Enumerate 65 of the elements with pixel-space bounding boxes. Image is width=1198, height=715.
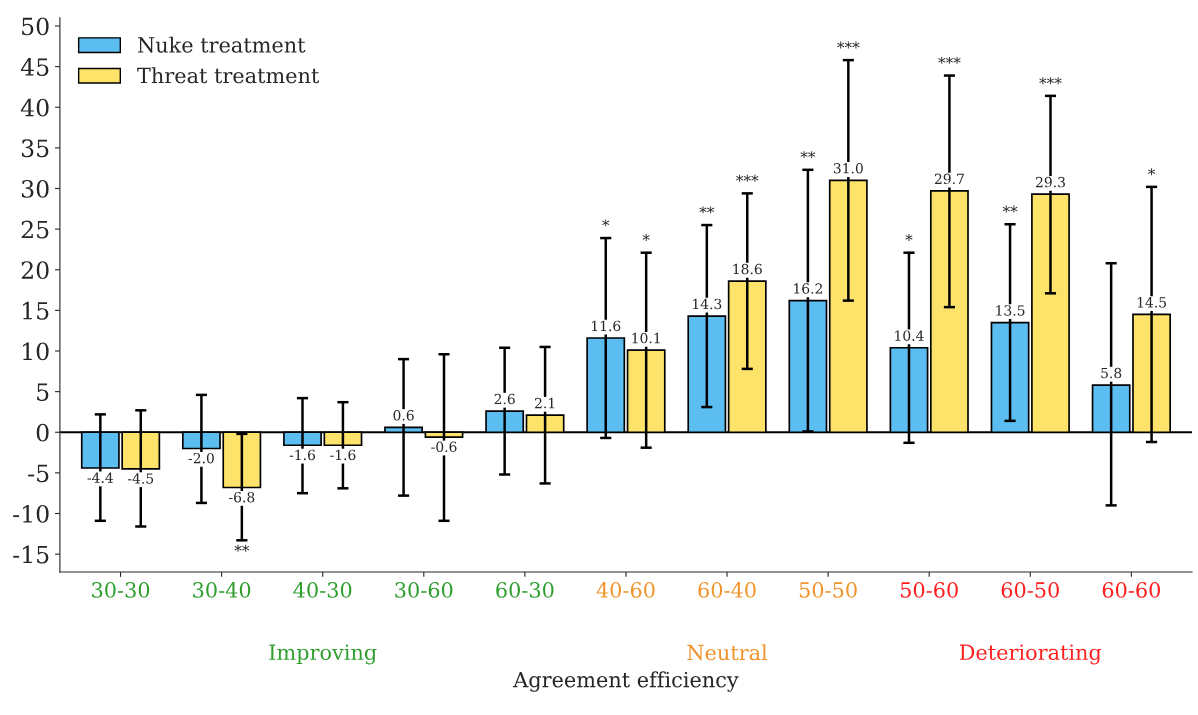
y-tick-label: -5 [28, 464, 49, 483]
legend-label: Nuke treatment [138, 36, 306, 53]
data-label: -1.6 [330, 449, 356, 461]
annotation: ** [234, 544, 250, 552]
y-tick-label: 15 [23, 301, 49, 320]
x-tick-label: 40-60 [596, 582, 655, 598]
data-label: 14.5 [1137, 297, 1166, 308]
x-tick-label: 60-40 [698, 582, 756, 598]
text: Deteriorating [959, 644, 1102, 665]
x-tick-label: 60-60 [1102, 582, 1161, 598]
x-tick-label: 60-50 [1001, 582, 1059, 598]
y-tick-label: 45 [20, 58, 49, 76]
annotation: ** [699, 206, 715, 214]
data-label: -6.8 [229, 491, 255, 503]
data-label: -4.5 [127, 473, 154, 484]
data-label: 0.6 [393, 410, 414, 421]
data-label: -0.6 [431, 441, 457, 453]
annotation: ** [1002, 205, 1018, 213]
annotation: *** [736, 174, 759, 182]
y-tick-label: 0 [36, 423, 49, 442]
data-label: -2.0 [188, 452, 214, 464]
x-tick-label: 40-30 [293, 582, 352, 598]
x-tick-label: 50-50 [799, 582, 857, 598]
y-tick-label: 10 [23, 342, 49, 361]
y-tick-label: 35 [21, 139, 49, 158]
text: Neutral [687, 644, 768, 661]
annotation: * [642, 234, 650, 241]
y-tick-label: -10 [13, 504, 49, 523]
x-tick-label: 50-60 [900, 582, 958, 598]
data-label: 2.6 [494, 393, 515, 405]
annotation: * [905, 234, 913, 241]
x-tick-label: 30-60 [395, 582, 453, 598]
data-label: 31.0 [833, 163, 863, 174]
x-tick-label: 30-30 [92, 582, 150, 598]
annotation: *** [938, 56, 961, 64]
y-tick-label: 25 [21, 220, 49, 239]
y-tick-label: -15 [13, 545, 49, 564]
data-label: 29.7 [934, 173, 964, 185]
x-tick-label: 30-40 [193, 582, 251, 598]
data-label: -1.6 [289, 449, 316, 461]
data-label: 14.3 [693, 298, 722, 310]
annotation: *** [1039, 77, 1062, 85]
data-label: 29.3 [1035, 176, 1065, 188]
data-label: -4.4 [87, 472, 114, 483]
data-label: 16.2 [794, 283, 822, 294]
y-tick-label: 30 [21, 179, 49, 198]
legend-label: Threat treatment [137, 67, 320, 84]
x-axis-title: Agreement efficiency [513, 671, 739, 692]
y-tick-label: 50 [22, 17, 49, 36]
y-tick-label: 5 [37, 383, 49, 401]
data-label: 18.6 [733, 263, 762, 275]
annotation: *** [837, 41, 860, 49]
x-tick-label: 60-30 [496, 582, 554, 598]
data-label: 11.6 [591, 320, 621, 332]
data-label: 10.4 [895, 330, 924, 341]
annotation: * [602, 219, 610, 227]
data-label: 13.5 [996, 305, 1025, 316]
data-label: 2.1 [534, 397, 555, 409]
y-tick-label: 40 [20, 98, 49, 117]
text: Improving [269, 644, 377, 665]
annotation: * [1148, 168, 1156, 176]
annotation: ** [800, 151, 816, 159]
y-tick-label: 20 [21, 261, 49, 280]
data-label: 10.1 [632, 332, 660, 344]
data-label: 5.8 [1101, 367, 1122, 379]
